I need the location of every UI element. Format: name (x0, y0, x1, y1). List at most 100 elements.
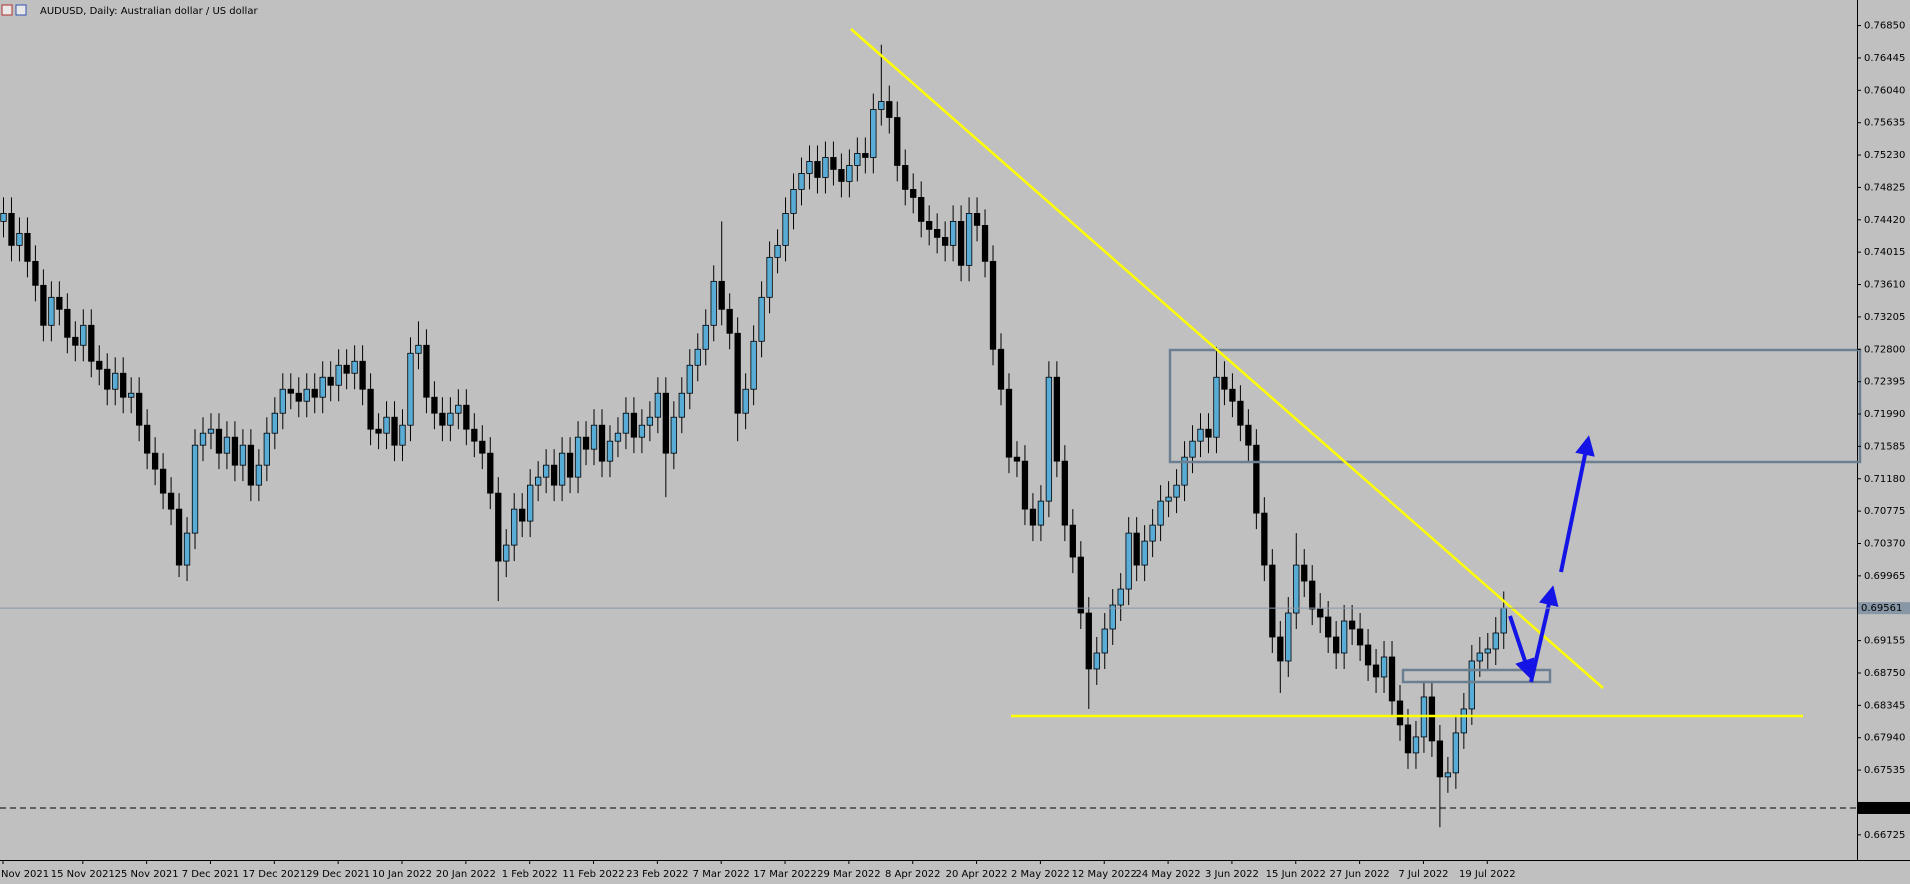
candle-body (303, 388, 310, 402)
candle-body (471, 428, 478, 442)
candle-body (981, 224, 989, 262)
x-tick-label: 24 May 2022 (1135, 869, 1200, 880)
candle-body (40, 284, 47, 326)
x-tick-label: 1 Feb 2022 (502, 869, 558, 880)
candle-body (479, 440, 486, 454)
candle-body (1412, 736, 1420, 754)
candle-body (1356, 628, 1364, 646)
y-tick-label: 0.68750 (1864, 668, 1905, 679)
candle-body (1293, 564, 1300, 614)
candle-body (910, 189, 917, 198)
candle-body (495, 492, 502, 562)
candle-body (96, 360, 103, 370)
candle-body (199, 432, 207, 446)
candle-body (1085, 612, 1092, 670)
candle-body (1197, 428, 1204, 442)
candle-body (1149, 524, 1156, 542)
candle-body (1325, 616, 1332, 638)
candle-body (973, 213, 981, 226)
y-tick-label: 0.69965 (1864, 571, 1905, 582)
y-tick-label: 0.71990 (1864, 409, 1905, 420)
candle-body (1428, 696, 1436, 742)
price-label: 0.69561 (1861, 603, 1902, 614)
candle-body (822, 157, 829, 178)
x-tick-label: 25 Nov 2021 (115, 869, 179, 880)
candle-body (0, 213, 7, 222)
x-tick-label: Nov 2021 (1, 869, 49, 880)
y-tick-label: 0.69155 (1864, 636, 1905, 647)
candle-body (1340, 620, 1348, 654)
candle-body (1388, 656, 1396, 702)
candle-body (1460, 708, 1467, 734)
candle-body (120, 372, 127, 398)
candle-body (351, 360, 358, 374)
candle-body (48, 296, 55, 326)
candle-body (143, 424, 151, 454)
candle-body (582, 436, 590, 450)
candle-body (734, 332, 741, 414)
candle-body (1077, 556, 1084, 614)
candle-body (1117, 588, 1124, 606)
candle-body (886, 101, 893, 118)
y-tick-label: 0.73205 (1864, 312, 1905, 323)
candle-body (1173, 484, 1180, 498)
candle-body (1277, 636, 1284, 662)
candle-body (327, 376, 334, 386)
x-tick-label: 17 Dec 2021 (242, 869, 306, 880)
candle-body (957, 220, 965, 266)
candle-body (766, 256, 773, 298)
candle-body (654, 392, 662, 418)
x-tick-label: 19 Jul 2022 (1459, 869, 1516, 880)
x-tick-label: 11 Feb 2022 (562, 869, 624, 880)
candle-body (167, 492, 175, 510)
candle-body (8, 213, 15, 246)
candle-body (1133, 532, 1140, 566)
y-tick-label: 0.74015 (1864, 247, 1905, 258)
x-tick-label: 7 Mar 2022 (693, 869, 750, 880)
x-tick-label: 29 Dec 2021 (306, 869, 370, 880)
y-tick-label: 0.67535 (1864, 765, 1905, 776)
candle-body (1285, 612, 1292, 662)
candle-body (72, 336, 79, 346)
candle-body (870, 109, 877, 158)
candle-body (375, 428, 382, 434)
candle-body (1109, 604, 1116, 630)
candle-body (1213, 376, 1220, 438)
candle-body (64, 308, 71, 338)
candle-body (1476, 652, 1483, 662)
candle-body (311, 388, 318, 398)
candle-body (941, 236, 949, 246)
candle-body (24, 232, 31, 262)
candle-body (614, 432, 622, 442)
candle-body (535, 476, 542, 486)
candle-body (606, 440, 614, 462)
candle-body (335, 364, 342, 386)
candle-body (367, 388, 374, 430)
candle-body (702, 324, 709, 350)
candle-body (878, 101, 885, 110)
candle-body (1181, 456, 1188, 486)
candle-body (487, 452, 494, 494)
icon (1, 4, 13, 16)
candle-body (989, 260, 997, 350)
candle-body (1125, 532, 1132, 590)
candle-body (838, 169, 845, 182)
candle-body (662, 392, 669, 454)
x-tick-label: 27 Jun 2022 (1330, 869, 1390, 880)
candle-body (854, 153, 861, 166)
candle-body (431, 396, 438, 414)
y-tick-label: 0.70775 (1864, 506, 1905, 517)
y-tick-label: 0.76850 (1864, 21, 1905, 32)
y-tick-label: 0.74825 (1864, 182, 1905, 193)
candle-body (447, 412, 454, 426)
y-tick-label: 0.70370 (1864, 538, 1905, 549)
candle-body (159, 468, 167, 494)
candle-body (80, 324, 87, 346)
x-tick-label: 20 Apr 2022 (946, 869, 1008, 880)
candle-body (1396, 700, 1404, 726)
candle-body (1309, 580, 1316, 610)
candle-body (1101, 628, 1108, 654)
candle-body (1005, 388, 1013, 458)
candle-body (239, 444, 247, 466)
